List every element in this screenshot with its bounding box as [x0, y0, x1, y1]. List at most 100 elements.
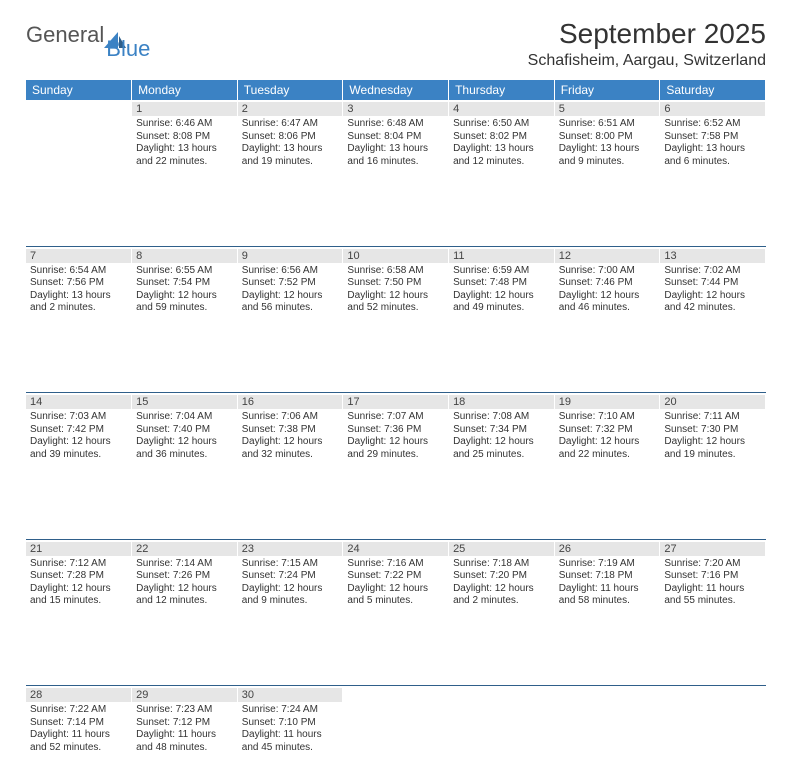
- sunset: Sunset: 7:56 PM: [30, 277, 127, 290]
- sunset: Sunset: 7:40 PM: [136, 424, 233, 437]
- col-wednesday: Wednesday: [343, 80, 449, 100]
- day-number: 6: [660, 102, 765, 116]
- day-number: 20: [660, 395, 765, 409]
- sunrise: Sunrise: 7:18 AM: [453, 558, 550, 571]
- daylight: Daylight: 12 hours and 52 minutes.: [347, 290, 444, 315]
- day-number: 4: [449, 102, 554, 116]
- day-cell: 19Sunrise: 7:10 AMSunset: 7:32 PMDayligh…: [554, 393, 660, 468]
- day-info: Sunrise: 7:16 AMSunset: 7:22 PMDaylight:…: [347, 558, 444, 608]
- sunrise: Sunrise: 7:00 AM: [559, 265, 656, 278]
- daylight: Daylight: 11 hours and 48 minutes.: [136, 729, 233, 754]
- daylight: Daylight: 13 hours and 16 minutes.: [347, 143, 444, 168]
- day-cell: 18Sunrise: 7:08 AMSunset: 7:34 PMDayligh…: [449, 393, 555, 468]
- week-separator: [26, 174, 766, 246]
- col-monday: Monday: [132, 80, 238, 100]
- daylight: Daylight: 12 hours and 46 minutes.: [559, 290, 656, 315]
- sunset: Sunset: 7:38 PM: [242, 424, 339, 437]
- sunrise: Sunrise: 7:14 AM: [136, 558, 233, 571]
- day-info: Sunrise: 7:04 AMSunset: 7:40 PMDaylight:…: [136, 411, 233, 461]
- day-number: 26: [555, 542, 660, 556]
- day-info: Sunrise: 6:48 AMSunset: 8:04 PMDaylight:…: [347, 118, 444, 168]
- sunset: Sunset: 7:46 PM: [559, 277, 656, 290]
- day-info: Sunrise: 7:23 AMSunset: 7:12 PMDaylight:…: [136, 704, 233, 754]
- week-row: 28 Sunrise: 7:22 AMSunset: 7:14 PMDayligh…: [26, 686, 766, 761]
- day-number: 22: [132, 542, 237, 556]
- daylight: Daylight: 12 hours and 22 minutes.: [559, 436, 656, 461]
- day-number: 7: [26, 249, 131, 263]
- sunset: Sunset: 8:06 PM: [242, 131, 339, 144]
- sunset: Sunset: 7:50 PM: [347, 277, 444, 290]
- sunrise: Sunrise: 7:15 AM: [242, 558, 339, 571]
- day-info: Sunrise: 6:46 AMSunset: 8:08 PMDaylight:…: [136, 118, 233, 168]
- day-cell: [660, 686, 766, 761]
- week-separator: [26, 614, 766, 686]
- day-number: 15: [132, 395, 237, 409]
- day-number: 12: [555, 249, 660, 263]
- day-info: Sunrise: 7:24 AMSunset: 7:10 PMDaylight:…: [242, 704, 339, 754]
- day-info: Sunrise: 6:56 AMSunset: 7:52 PMDaylight:…: [242, 265, 339, 315]
- day-cell: 22Sunrise: 7:14 AMSunset: 7:26 PMDayligh…: [132, 539, 238, 614]
- day-info: Sunrise: 7:22 AMSunset: 7:14 PMDaylight:…: [30, 704, 127, 754]
- sunset: Sunset: 7:34 PM: [453, 424, 550, 437]
- day-cell: 25Sunrise: 7:18 AMSunset: 7:20 PMDayligh…: [449, 539, 555, 614]
- day-cell: [554, 686, 660, 761]
- day-cell: 17Sunrise: 7:07 AMSunset: 7:36 PMDayligh…: [343, 393, 449, 468]
- week-row: 1Sunrise: 6:46 AMSunset: 8:08 PMDaylight…: [26, 100, 766, 174]
- daylight: Daylight: 12 hours and 25 minutes.: [453, 436, 550, 461]
- day-number: 23: [238, 542, 343, 556]
- day-cell: 8Sunrise: 6:55 AMSunset: 7:54 PMDaylight…: [132, 246, 238, 321]
- sunrise: Sunrise: 7:24 AM: [242, 704, 339, 717]
- day-cell: 12 Sunrise: 7:00 AMSunset: 7:46 PMDayligh…: [554, 246, 660, 321]
- sunset: Sunset: 8:00 PM: [559, 131, 656, 144]
- calendar-table: Sunday Monday Tuesday Wednesday Thursday…: [26, 80, 766, 760]
- sunset: Sunset: 8:02 PM: [453, 131, 550, 144]
- day-info: Sunrise: 7:06 AMSunset: 7:38 PMDaylight:…: [242, 411, 339, 461]
- sunset: Sunset: 7:48 PM: [453, 277, 550, 290]
- day-number: 10: [343, 249, 448, 263]
- day-number: 11: [449, 249, 554, 263]
- sunrise: Sunrise: 7:20 AM: [664, 558, 761, 571]
- day-info: Sunrise: 7:08 AMSunset: 7:34 PMDaylight:…: [453, 411, 550, 461]
- col-saturday: Saturday: [660, 80, 766, 100]
- daylight: Daylight: 12 hours and 5 minutes.: [347, 583, 444, 608]
- sunset: Sunset: 7:16 PM: [664, 570, 761, 583]
- day-number: 9: [238, 249, 343, 263]
- day-cell: 30Sunrise: 7:24 AMSunset: 7:10 PMDayligh…: [237, 686, 343, 761]
- daylight: Daylight: 13 hours and 22 minutes.: [136, 143, 233, 168]
- day-info: Sunrise: 6:54 AMSunset: 7:56 PMDaylight:…: [30, 265, 127, 315]
- sunrise: Sunrise: 6:59 AM: [453, 265, 550, 278]
- daylight: Daylight: 11 hours and 52 minutes.: [30, 729, 127, 754]
- day-number: 5: [555, 102, 660, 116]
- sunrise: Sunrise: 7:19 AM: [559, 558, 656, 571]
- day-number: 28: [26, 688, 131, 702]
- day-cell: 4Sunrise: 6:50 AMSunset: 8:02 PMDaylight…: [449, 100, 555, 174]
- sunrise: Sunrise: 6:46 AM: [136, 118, 233, 131]
- day-number: 27: [660, 542, 765, 556]
- sunset: Sunset: 7:58 PM: [664, 131, 761, 144]
- sunrise: Sunrise: 7:07 AM: [347, 411, 444, 424]
- col-thursday: Thursday: [449, 80, 555, 100]
- day-info: Sunrise: 7:19 AMSunset: 7:18 PMDaylight:…: [559, 558, 656, 608]
- sunrise: Sunrise: 7:22 AM: [30, 704, 127, 717]
- sunrise: Sunrise: 7:12 AM: [30, 558, 127, 571]
- sunset: Sunset: 8:08 PM: [136, 131, 233, 144]
- sunset: Sunset: 8:04 PM: [347, 131, 444, 144]
- day-info: Sunrise: 7:20 AMSunset: 7:16 PMDaylight:…: [664, 558, 761, 608]
- sunset: Sunset: 7:30 PM: [664, 424, 761, 437]
- col-sunday: Sunday: [26, 80, 132, 100]
- day-cell: 2Sunrise: 6:47 AMSunset: 8:06 PMDaylight…: [237, 100, 343, 174]
- daylight: Daylight: 12 hours and 56 minutes.: [242, 290, 339, 315]
- day-cell: 1 Sunrise: 6:46 AMSunset: 8:08 PMDaylight…: [132, 100, 238, 174]
- sunrise: Sunrise: 7:23 AM: [136, 704, 233, 717]
- day-number: 2: [238, 102, 343, 116]
- day-number: 1: [132, 102, 237, 116]
- week-row: 21Sunrise: 7:12 AMSunset: 7:28 PMDayligh…: [26, 539, 766, 614]
- daylight: Daylight: 12 hours and 15 minutes.: [30, 583, 127, 608]
- day-number: 8: [132, 249, 237, 263]
- daylight: Daylight: 12 hours and 42 minutes.: [664, 290, 761, 315]
- sunrise: Sunrise: 6:58 AM: [347, 265, 444, 278]
- day-info: Sunrise: 6:58 AMSunset: 7:50 PMDaylight:…: [347, 265, 444, 315]
- day-info: Sunrise: 6:59 AMSunset: 7:48 PMDaylight:…: [453, 265, 550, 315]
- day-number: 25: [449, 542, 554, 556]
- daylight: Daylight: 12 hours and 9 minutes.: [242, 583, 339, 608]
